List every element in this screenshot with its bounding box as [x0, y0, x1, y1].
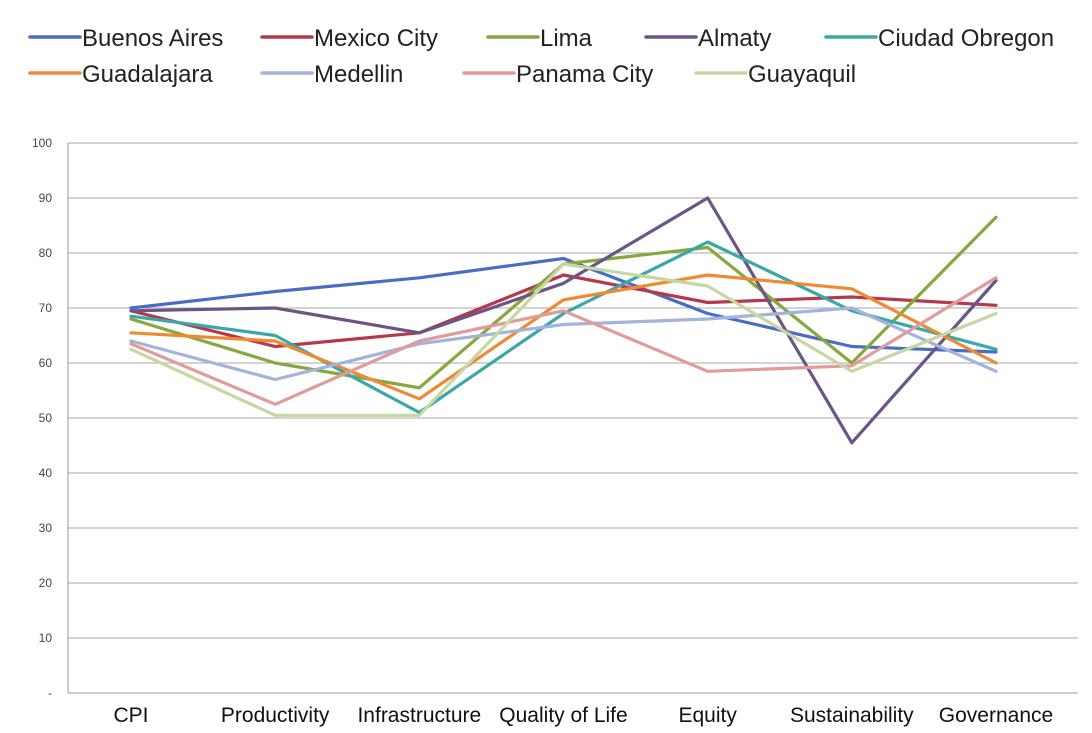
x-tick-label: Equity: [678, 704, 737, 727]
legend-item: Ciudad Obregon: [824, 25, 1054, 52]
y-tick-label: 30: [39, 521, 53, 535]
y-tick-label: 90: [39, 191, 53, 205]
legend-item: Guayaquil: [694, 61, 856, 88]
y-tick-label: -: [48, 686, 52, 700]
x-tick-label: Quality of Life: [499, 704, 627, 727]
x-tick-label: CPI: [113, 704, 148, 727]
legend-item: Almaty: [644, 25, 771, 52]
series-line-lima: [129, 215, 998, 390]
legend-label: Almaty: [698, 25, 771, 52]
series-line-buenos-aires: [129, 256, 998, 354]
y-tick-label: 50: [39, 411, 53, 425]
legend-item: Mexico City: [260, 25, 438, 52]
y-tick-label: 40: [39, 466, 53, 480]
series-line-panama-city: [129, 276, 998, 406]
legend-item: Guadalajara: [28, 61, 213, 88]
series-line-almaty: [129, 196, 998, 445]
legend-label: Panama City: [516, 61, 653, 88]
legend-item: Buenos Aires: [28, 25, 223, 52]
legend-label: Buenos Aires: [82, 25, 223, 52]
series-lines: [129, 196, 998, 445]
legend-item: Panama City: [462, 61, 653, 88]
x-tick-label: Sustainability: [790, 704, 914, 727]
x-tick-label: Productivity: [221, 704, 330, 727]
y-tick-label: 60: [39, 356, 53, 370]
y-tick-label: 20: [39, 576, 53, 590]
legend-label: Guadalajara: [82, 61, 213, 88]
y-tick-label: 10: [39, 631, 53, 645]
legend-label: Ciudad Obregon: [878, 25, 1054, 52]
x-tick-label: Infrastructure: [357, 704, 481, 727]
legend-item: Lima: [486, 25, 593, 52]
legend-item: Medellin: [260, 61, 403, 88]
legend-label: Guayaquil: [748, 61, 856, 88]
x-axis: CPI Productivity Infrastructure Quality of …: [113, 704, 1053, 727]
y-axis: - 10 20 30 40 50 60 70 80 90 100: [32, 136, 69, 700]
legend-label: Mexico City: [314, 25, 438, 52]
legend-label: Medellin: [314, 61, 403, 88]
x-tick-label: Governance: [939, 704, 1053, 727]
y-tick-label: 70: [39, 301, 53, 315]
series-line-guadalajara: [129, 273, 998, 401]
series-line-ciudad-obregon: [129, 240, 998, 415]
y-tick-label: 100: [32, 136, 52, 150]
legend: Buenos Aires Mexico City Lima Almaty Ciudad …: [28, 25, 1054, 88]
y-tick-label: 80: [39, 246, 53, 260]
legend-label: Lima: [540, 25, 593, 52]
gridlines: [68, 142, 1078, 694]
